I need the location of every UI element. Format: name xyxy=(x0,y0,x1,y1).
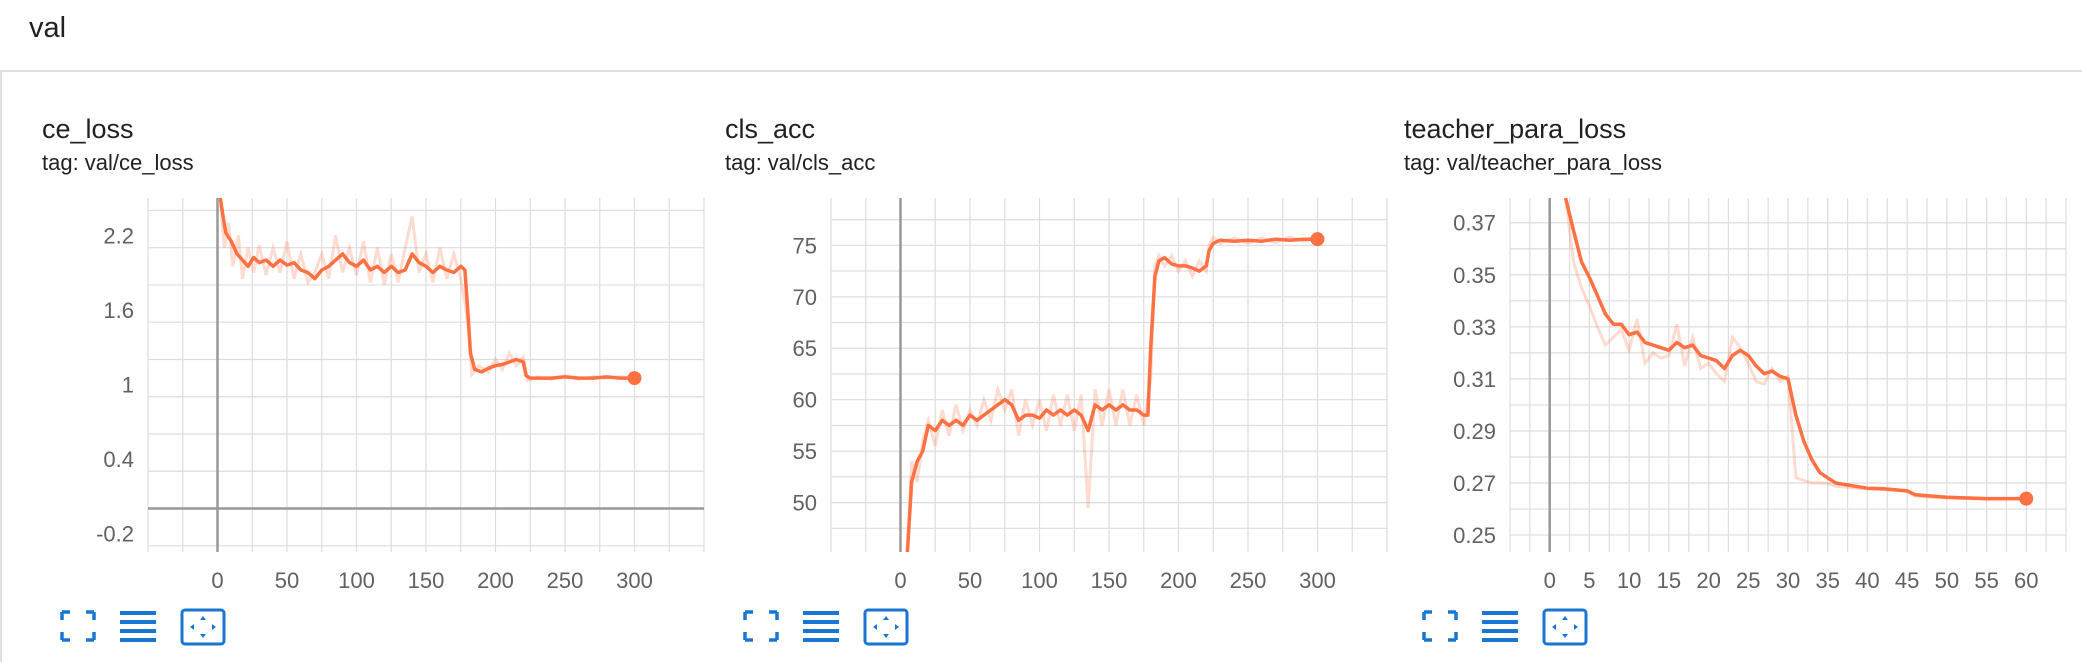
x-tick-label: 0 xyxy=(211,568,223,593)
fit-domain-icon xyxy=(1542,608,1588,646)
y-tick-label: -0.2 xyxy=(96,521,134,546)
series-raw-line xyxy=(218,198,635,383)
x-tick-label: 5 xyxy=(1583,568,1595,593)
y-tick-label: 0.25 xyxy=(1453,523,1496,548)
fit-domain-button[interactable] xyxy=(180,608,226,646)
x-tick-label: 300 xyxy=(616,568,653,593)
series-raw-line xyxy=(1564,198,2027,501)
y-tick-label: 0.37 xyxy=(1453,211,1496,236)
chart-card-ce-loss: ce_loss tag: val/ce_loss 0 50 100 150 200 250… xyxy=(2,72,705,662)
grid-lines xyxy=(1509,198,2067,552)
chart-card-teacher-para-loss: teacher_para_loss tag: val/teacher_para_… xyxy=(1364,72,2067,662)
chart-cards: ce_loss tag: val/ce_loss 0 50 100 150 200 250… xyxy=(0,72,2082,662)
series-last-point[interactable] xyxy=(627,371,642,386)
chart-title: ce_loss xyxy=(42,114,134,144)
chart-plot-ce-loss[interactable]: 0 50 100 150 200 250 300 -0.2 0.4 1 1.6 2.2 xyxy=(2,72,705,662)
x-tick-label: 40 xyxy=(1855,568,1879,593)
toggle-legend-button[interactable] xyxy=(118,608,158,644)
y-tick-label: 0.4 xyxy=(103,447,134,472)
x-tick-label: 15 xyxy=(1657,568,1681,593)
toggle-legend-button[interactable] xyxy=(801,608,841,644)
y-tick-label: 60 xyxy=(793,388,817,413)
x-tick-label: 30 xyxy=(1776,568,1800,593)
x-tick-label: 25 xyxy=(1736,568,1760,593)
chart-plot-cls-acc[interactable]: 0 50 100 150 200 250 300 50 55 60 65 70 75 xyxy=(685,72,1388,662)
y-tick-label: 0.29 xyxy=(1453,419,1496,444)
group-header: val xyxy=(0,0,2082,72)
x-tick-label: 35 xyxy=(1815,568,1839,593)
toggle-legend-button[interactable] xyxy=(1480,608,1520,644)
x-tick-label: 0 xyxy=(1544,568,1556,593)
x-tick-label: 60 xyxy=(2014,568,2038,593)
series-smoothed-line xyxy=(218,198,635,380)
y-tick-label: 0.27 xyxy=(1453,471,1496,496)
chart-toolbar xyxy=(58,608,258,648)
y-tick-label: 70 xyxy=(793,285,817,310)
x-tick-label: 20 xyxy=(1696,568,1720,593)
x-tick-label: 250 xyxy=(547,568,584,593)
fullscreen-button[interactable] xyxy=(1420,608,1460,644)
x-tick-label: 250 xyxy=(1230,568,1267,593)
y-tick-label: 1 xyxy=(122,372,134,397)
chart-toolbar xyxy=(741,608,941,648)
fit-domain-icon xyxy=(863,608,909,646)
chart-card-cls-acc: cls_acc tag: val/cls_acc 0 50 100 150 200 250… xyxy=(685,72,1388,662)
x-tick-label: 200 xyxy=(477,568,514,593)
chart-title: cls_acc xyxy=(725,114,816,144)
y-tick-label: 65 xyxy=(793,336,817,361)
legend-list-icon xyxy=(120,611,156,642)
fit-domain-button[interactable] xyxy=(1542,608,1588,646)
x-tick-label: 200 xyxy=(1160,568,1197,593)
group-title: val xyxy=(29,12,67,44)
chart-tag: tag: val/cls_acc xyxy=(725,150,876,175)
x-tick-label: 100 xyxy=(338,568,375,593)
x-tick-label: 10 xyxy=(1617,568,1641,593)
chart-plot-teacher-para-loss[interactable]: 0 5 10 15 20 25 30 35 40 45 50 55 60 0.25 0.27 0.29 0.31… xyxy=(1364,72,2067,662)
grid-lines xyxy=(147,198,705,552)
legend-list-icon xyxy=(803,611,839,642)
y-tick-label: 50 xyxy=(793,491,817,516)
chart-title: teacher_para_loss xyxy=(1404,114,1627,144)
fullscreen-icon xyxy=(60,610,96,642)
grid-lines xyxy=(830,198,1388,552)
fullscreen-icon xyxy=(743,610,779,642)
x-tick-label: 50 xyxy=(1935,568,1959,593)
fullscreen-button[interactable] xyxy=(741,608,781,644)
chart-tag: tag: val/teacher_para_loss xyxy=(1404,150,1663,175)
x-tick-label: 45 xyxy=(1895,568,1919,593)
x-tick-label: 150 xyxy=(408,568,445,593)
series-smoothed-line xyxy=(905,237,1318,552)
y-tick-label: 1.6 xyxy=(103,298,134,323)
series-last-point[interactable] xyxy=(1310,232,1325,247)
fullscreen-button[interactable] xyxy=(58,608,98,644)
x-tick-label: 100 xyxy=(1021,568,1058,593)
fit-domain-button[interactable] xyxy=(863,608,909,646)
x-tick-label: 150 xyxy=(1091,568,1128,593)
x-tick-label: 55 xyxy=(1974,568,1998,593)
series-last-point[interactable] xyxy=(2019,491,2034,506)
y-tick-label: 55 xyxy=(793,439,817,464)
fullscreen-icon xyxy=(1422,610,1458,642)
y-tick-label: 2.2 xyxy=(103,223,134,248)
x-tick-label: 50 xyxy=(958,568,982,593)
chart-toolbar xyxy=(1420,608,1620,648)
y-tick-label: 0.35 xyxy=(1453,263,1496,288)
y-tick-label: 75 xyxy=(793,233,817,258)
x-tick-label: 0 xyxy=(894,568,906,593)
series-smoothed-line xyxy=(1563,198,2027,501)
fit-domain-icon xyxy=(180,608,226,646)
chart-tag: tag: val/ce_loss xyxy=(42,150,194,175)
y-tick-label: 0.33 xyxy=(1453,315,1496,340)
series-raw-line xyxy=(905,234,1318,552)
x-tick-label: 300 xyxy=(1299,568,1336,593)
x-tick-label: 50 xyxy=(275,568,299,593)
y-tick-label: 0.31 xyxy=(1453,367,1496,392)
legend-list-icon xyxy=(1482,611,1518,642)
